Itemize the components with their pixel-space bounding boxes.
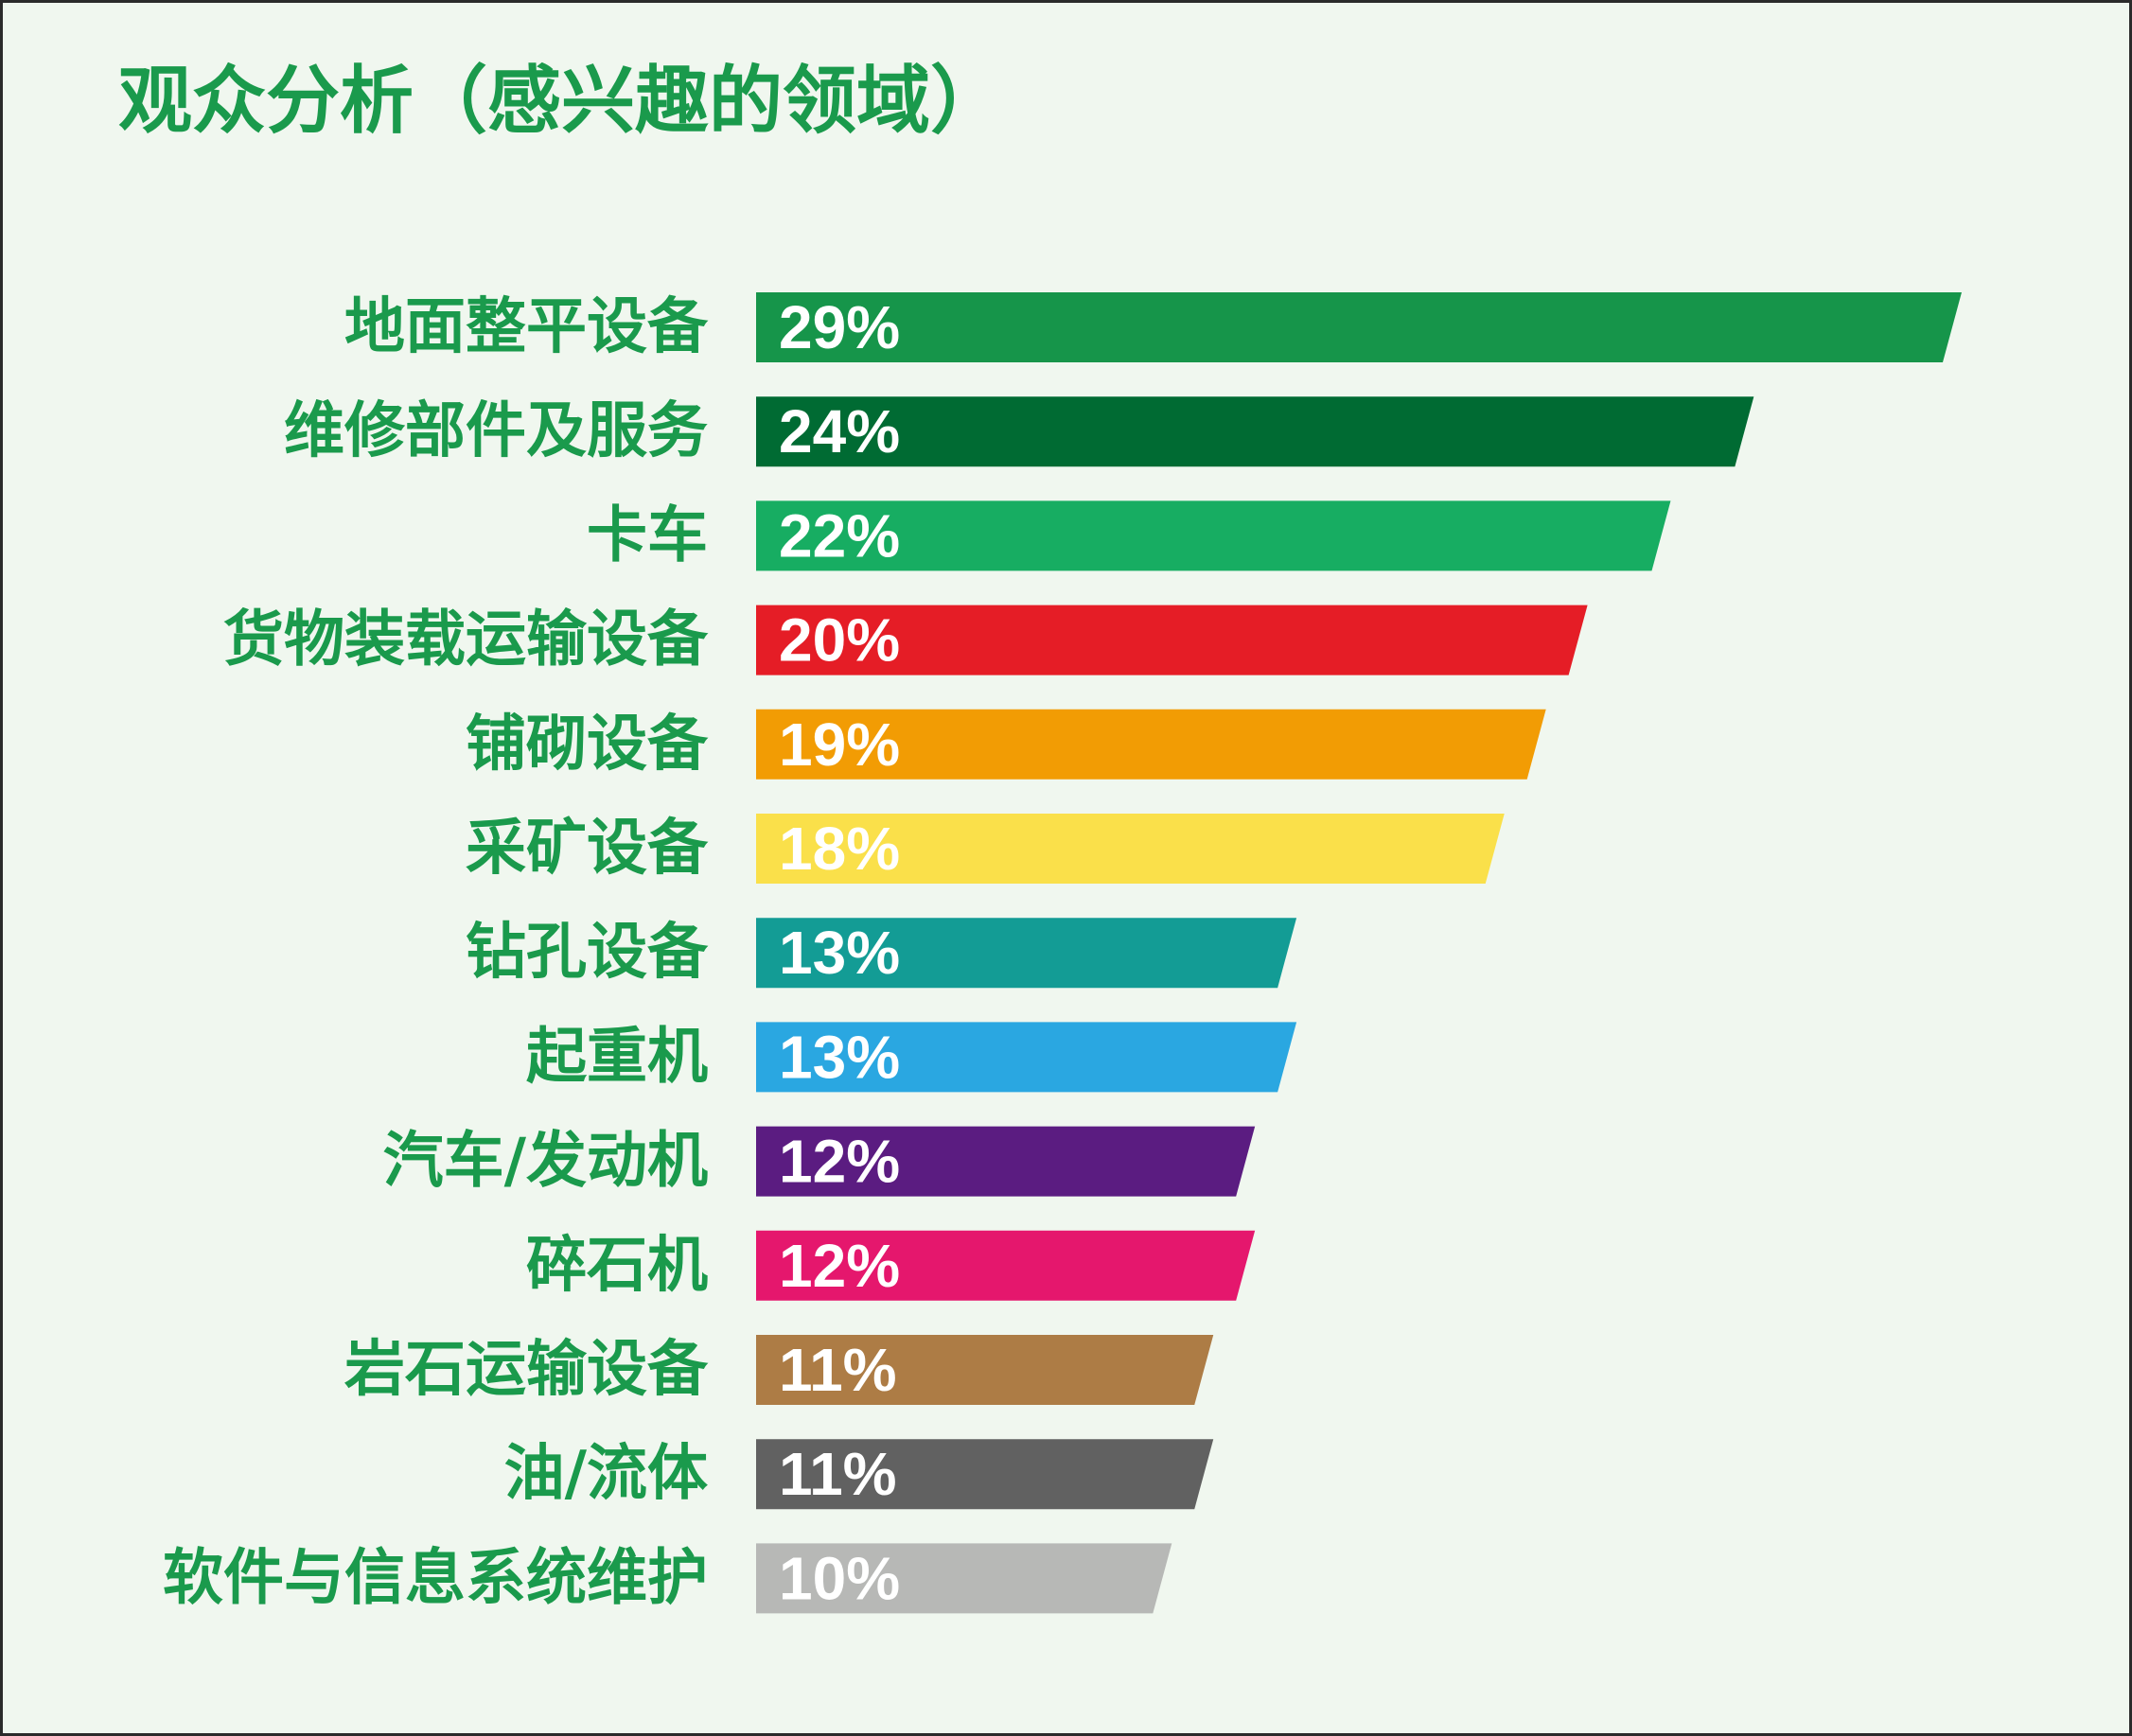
value-label: 11% <box>779 1440 897 1508</box>
bar-row: 卡车 22% <box>587 500 1671 571</box>
value-label: 11% <box>779 1336 897 1404</box>
category-label: 碎石机 <box>526 1231 708 1301</box>
value-label: 18% <box>779 815 900 883</box>
bar-row: 地面整平设备 29% <box>344 292 1962 362</box>
value-label: 13% <box>779 919 900 987</box>
value-label: 12% <box>779 1232 900 1300</box>
bar <box>756 500 1671 571</box>
category-label: 汽车/发动机 <box>383 1127 708 1197</box>
value-label: 13% <box>779 1023 900 1091</box>
bar <box>756 918 1297 989</box>
bar-chart: 地面整平设备 29% 维修部件及服务 24% 卡车 22% 货物装载运输设备 20% 铺砌设备 1… <box>163 292 1962 1614</box>
value-label: 22% <box>779 501 900 570</box>
chart-title: 观众分析（感兴趣的领域） <box>118 59 1005 144</box>
value-label: 10% <box>779 1544 900 1612</box>
bar-row: 起重机 13% <box>526 1022 1297 1093</box>
category-label: 起重机 <box>526 1022 708 1092</box>
bar <box>756 605 1588 675</box>
bar-row: 货物装载运输设备 20% <box>223 605 1588 675</box>
bar <box>756 1439 1214 1510</box>
bar <box>756 709 1546 780</box>
bar <box>756 814 1505 884</box>
value-label: 24% <box>779 397 900 465</box>
category-label: 铺砌设备 <box>466 710 709 780</box>
category-label: 钻孔设备 <box>466 918 709 988</box>
bar <box>756 1126 1256 1197</box>
bar-row: 铺砌设备 19% <box>466 709 1546 780</box>
bar <box>756 292 1962 362</box>
value-label: 12% <box>779 1128 900 1196</box>
bar-row: 碎石机 12% <box>526 1230 1256 1301</box>
value-label: 19% <box>779 710 900 779</box>
bar-row: 油/流体 11% <box>504 1439 1214 1510</box>
value-label: 20% <box>779 606 900 675</box>
bar <box>756 396 1754 467</box>
bar-row: 钻孔设备 13% <box>466 918 1297 989</box>
bar-row: 汽车/发动机 12% <box>383 1126 1256 1197</box>
bar <box>756 1335 1214 1405</box>
bar <box>756 1022 1297 1093</box>
category-label: 地面整平设备 <box>344 292 709 362</box>
category-label: 采矿设备 <box>466 814 709 884</box>
category-label: 软件与信息系统维护 <box>163 1543 708 1613</box>
bar <box>756 1543 1172 1614</box>
category-label: 货物装载运输设备 <box>223 605 709 675</box>
bar-row: 维修部件及服务 24% <box>284 396 1754 467</box>
category-label: 卡车 <box>587 500 708 570</box>
category-label: 岩石运输设备 <box>344 1335 709 1405</box>
category-label: 油/流体 <box>504 1439 708 1509</box>
bar-row: 岩石运输设备 11% <box>344 1335 1214 1405</box>
bar <box>756 1230 1256 1301</box>
bar-row: 采矿设备 18% <box>466 814 1505 884</box>
value-label: 29% <box>779 293 900 361</box>
category-label: 维修部件及服务 <box>284 396 708 466</box>
bar-row: 软件与信息系统维护 10% <box>163 1543 1172 1614</box>
